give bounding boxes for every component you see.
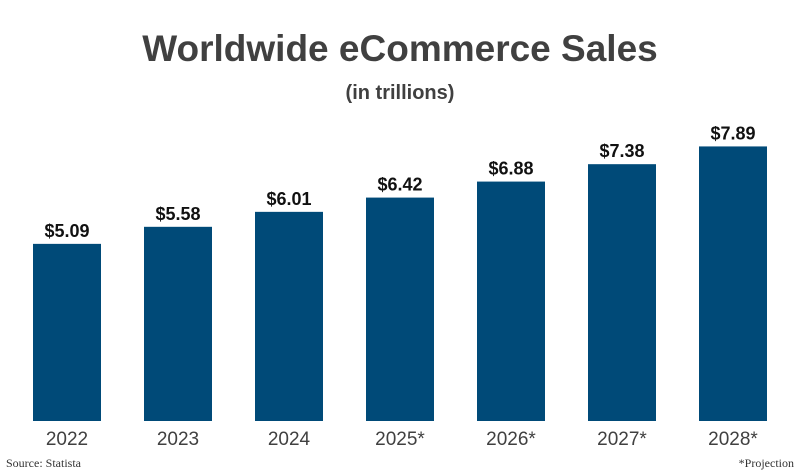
bar-2028*	[699, 146, 767, 422]
bar-2026*	[477, 181, 545, 421]
bar-2023	[144, 226, 212, 421]
data-label: $7.38	[599, 141, 644, 161]
data-label: $6.42	[377, 175, 422, 195]
x-tick-label: 2027*	[597, 429, 647, 450]
x-tick-label: 2026*	[486, 429, 536, 450]
data-label: $7.89	[710, 123, 755, 143]
source-note: Source: Statista	[6, 456, 81, 470]
x-tick-label: 2024	[268, 429, 311, 450]
data-label: $5.09	[44, 221, 89, 241]
bar-2024	[255, 211, 323, 421]
projection-note: *Projection	[738, 456, 794, 470]
data-label: $6.88	[488, 159, 533, 179]
chart-title: Worldwide eCommerce Sales	[142, 28, 658, 69]
chart-subtitle: (in trillions)	[345, 82, 455, 104]
data-label: $6.01	[266, 189, 311, 209]
bar-2027*	[588, 164, 656, 421]
x-tick-label: 2023	[157, 429, 199, 450]
x-tick-label: 2022	[46, 429, 88, 450]
x-tick-label: 2025*	[375, 429, 425, 450]
data-label: $5.58	[155, 204, 200, 224]
bar-2025*	[366, 197, 434, 421]
bar-2022	[33, 243, 101, 421]
x-tick-label: 2028*	[708, 429, 758, 450]
